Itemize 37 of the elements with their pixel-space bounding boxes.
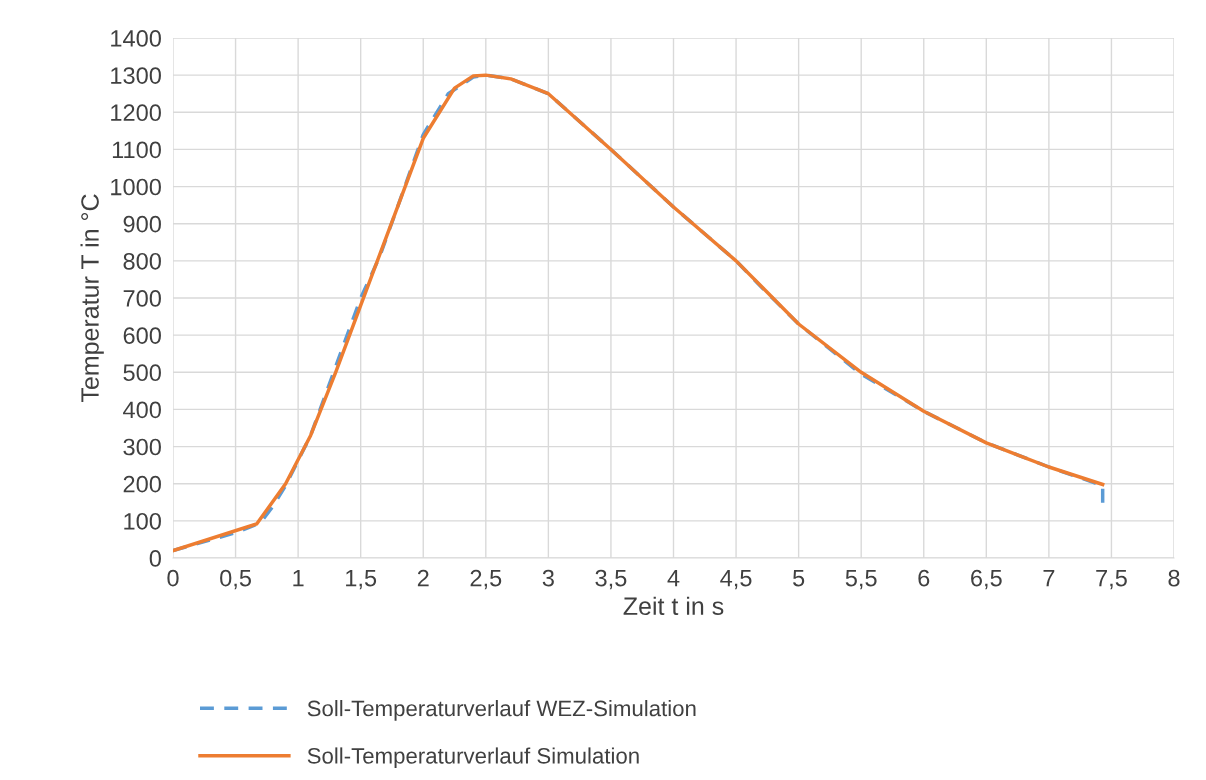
y-tick-label: 900 bbox=[123, 215, 161, 233]
x-axis-title: Zeit t in s bbox=[623, 596, 724, 616]
x-tick-label: 0,5 bbox=[220, 569, 251, 590]
y-tick-label: 1100 bbox=[112, 141, 161, 159]
x-tick-label: 4,5 bbox=[720, 569, 752, 590]
y-tick-label: 1300 bbox=[111, 67, 161, 84]
x-tick-label: 8 bbox=[1168, 569, 1180, 587]
y-tick-label: 100 bbox=[124, 512, 161, 530]
y-tick-label: 1000 bbox=[111, 178, 161, 196]
y-tick-label: 0 bbox=[149, 550, 161, 567]
legend-label: Soll-Temperaturverlauf WEZ-Simulation bbox=[307, 700, 696, 721]
legend-label: Soll-Temperaturverlauf Simulation bbox=[307, 747, 639, 769]
y-axis-title: Temperatur T in °C bbox=[80, 194, 104, 403]
x-tick-label: 6 bbox=[918, 569, 930, 587]
y-tick-label: 500 bbox=[123, 364, 161, 382]
x-tick-label: 2 bbox=[417, 569, 429, 587]
y-tick-label: 300 bbox=[123, 438, 161, 456]
x-tick-label: 3,5 bbox=[595, 569, 627, 590]
x-tick-label: 0 bbox=[167, 569, 179, 587]
y-tick-label: 600 bbox=[123, 327, 161, 344]
line-series bbox=[173, 73, 1105, 553]
y-tick-label: 200 bbox=[123, 475, 161, 493]
x-tick-label: 7 bbox=[1043, 569, 1055, 587]
x-tick-label: 7,5 bbox=[1096, 569, 1127, 590]
x-tick-label: 1,5 bbox=[346, 569, 377, 590]
x-tick-label: 6,5 bbox=[971, 569, 1002, 590]
y-tick-label: 400 bbox=[123, 401, 161, 419]
x-tick-label: 1 bbox=[293, 569, 304, 587]
y-tick-label: 1400 bbox=[111, 30, 161, 47]
y-tick-label: 800 bbox=[123, 252, 161, 270]
x-tick-label: 5,5 bbox=[845, 569, 877, 590]
x-tick-label: 2,5 bbox=[470, 569, 502, 590]
x-tick-label: 4 bbox=[667, 569, 680, 587]
y-tick-label: 1200 bbox=[111, 104, 161, 122]
y-tick-label: 700 bbox=[123, 290, 161, 307]
x-tick-label: 3 bbox=[542, 569, 554, 587]
x-tick-label: 5 bbox=[793, 569, 805, 587]
